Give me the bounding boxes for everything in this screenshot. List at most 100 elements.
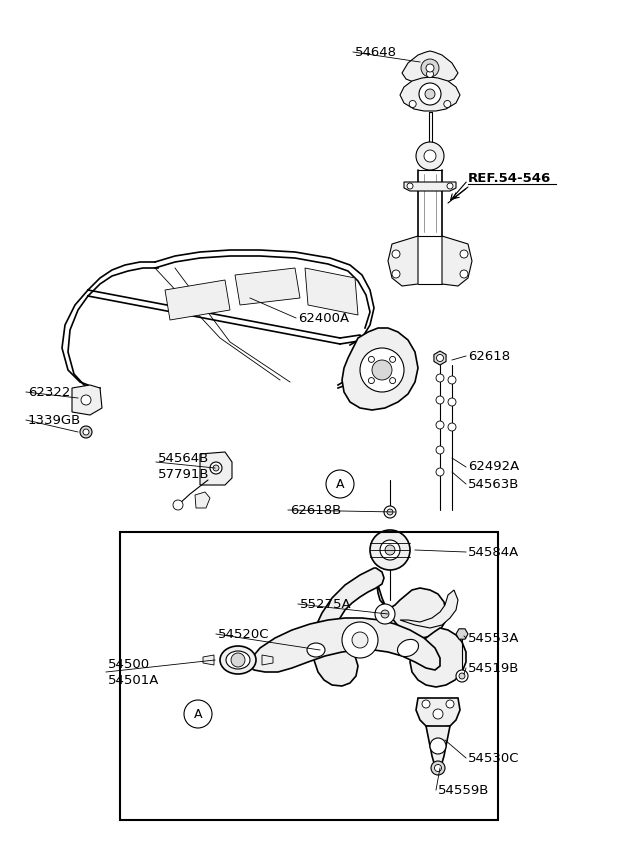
Circle shape (426, 64, 434, 72)
Circle shape (342, 622, 378, 658)
Circle shape (380, 540, 400, 560)
Text: 54530C: 54530C (468, 751, 520, 765)
Text: 54519B: 54519B (468, 661, 520, 674)
Circle shape (431, 761, 445, 775)
Circle shape (389, 356, 396, 362)
Ellipse shape (220, 646, 256, 674)
Bar (120, 532, 498, 820)
Text: A: A (336, 477, 344, 490)
Polygon shape (426, 726, 450, 766)
Circle shape (433, 709, 443, 719)
Polygon shape (312, 568, 384, 686)
Circle shape (456, 670, 468, 682)
Circle shape (210, 462, 222, 474)
Polygon shape (400, 77, 460, 111)
Text: 54564B: 54564B (158, 451, 210, 465)
Text: 54520C: 54520C (218, 628, 270, 640)
Text: 54648: 54648 (355, 46, 397, 59)
Text: 54553A: 54553A (468, 632, 520, 644)
Circle shape (370, 530, 410, 570)
Circle shape (446, 700, 454, 708)
Circle shape (360, 348, 404, 392)
Ellipse shape (397, 639, 419, 656)
Circle shape (430, 738, 446, 754)
Circle shape (424, 150, 436, 162)
Polygon shape (203, 655, 214, 665)
Circle shape (384, 506, 396, 518)
Text: 1339GB: 1339GB (28, 414, 81, 427)
Polygon shape (342, 328, 418, 410)
Circle shape (173, 500, 183, 510)
Circle shape (416, 142, 444, 170)
Polygon shape (410, 628, 466, 687)
Text: 54501A: 54501A (108, 674, 159, 688)
Polygon shape (235, 268, 300, 305)
Circle shape (435, 765, 441, 772)
Text: 62492A: 62492A (468, 460, 520, 473)
Circle shape (368, 377, 374, 383)
Circle shape (448, 376, 456, 384)
Polygon shape (434, 351, 446, 365)
Circle shape (448, 398, 456, 406)
Polygon shape (442, 236, 472, 286)
Text: 54563B: 54563B (468, 477, 520, 490)
Text: A: A (193, 707, 202, 721)
Circle shape (421, 59, 439, 77)
Text: 54559B: 54559B (438, 784, 489, 796)
Circle shape (372, 360, 392, 380)
Circle shape (81, 395, 91, 405)
Circle shape (389, 377, 396, 383)
Circle shape (436, 374, 444, 382)
Polygon shape (375, 570, 446, 638)
Circle shape (409, 101, 416, 108)
Text: 62618: 62618 (468, 349, 510, 362)
Polygon shape (200, 452, 232, 485)
Polygon shape (195, 492, 210, 508)
Circle shape (407, 183, 413, 189)
Polygon shape (416, 698, 460, 728)
Circle shape (352, 632, 368, 648)
Circle shape (422, 700, 430, 708)
Circle shape (448, 423, 456, 431)
Polygon shape (262, 655, 273, 665)
Circle shape (392, 270, 400, 278)
Circle shape (436, 354, 443, 361)
Text: 62618B: 62618B (290, 504, 341, 516)
Circle shape (231, 653, 245, 667)
Circle shape (419, 83, 441, 105)
Text: 62400A: 62400A (298, 311, 349, 325)
Circle shape (425, 89, 435, 99)
Circle shape (80, 426, 92, 438)
Text: REF.54-546: REF.54-546 (468, 171, 551, 185)
Ellipse shape (307, 643, 325, 657)
Circle shape (427, 70, 433, 77)
Ellipse shape (226, 651, 250, 669)
Text: 55275A: 55275A (300, 598, 352, 611)
Circle shape (83, 429, 89, 435)
Text: 62322: 62322 (28, 386, 71, 399)
Text: 54584A: 54584A (468, 545, 520, 559)
Text: 54500: 54500 (108, 659, 150, 672)
Circle shape (392, 250, 400, 258)
Circle shape (459, 673, 465, 679)
Polygon shape (400, 590, 458, 628)
Polygon shape (305, 268, 358, 315)
Circle shape (385, 545, 395, 555)
Circle shape (460, 250, 468, 258)
Circle shape (447, 183, 453, 189)
Circle shape (436, 421, 444, 429)
Text: 57791B: 57791B (158, 468, 210, 482)
Circle shape (381, 610, 389, 618)
Polygon shape (72, 385, 102, 415)
Polygon shape (165, 280, 230, 320)
Polygon shape (402, 51, 458, 85)
Polygon shape (404, 182, 456, 191)
Circle shape (368, 356, 374, 362)
Circle shape (444, 101, 451, 108)
Circle shape (375, 604, 395, 624)
Polygon shape (456, 629, 468, 639)
Circle shape (387, 509, 393, 515)
Circle shape (436, 446, 444, 454)
Circle shape (460, 270, 468, 278)
Circle shape (436, 468, 444, 476)
